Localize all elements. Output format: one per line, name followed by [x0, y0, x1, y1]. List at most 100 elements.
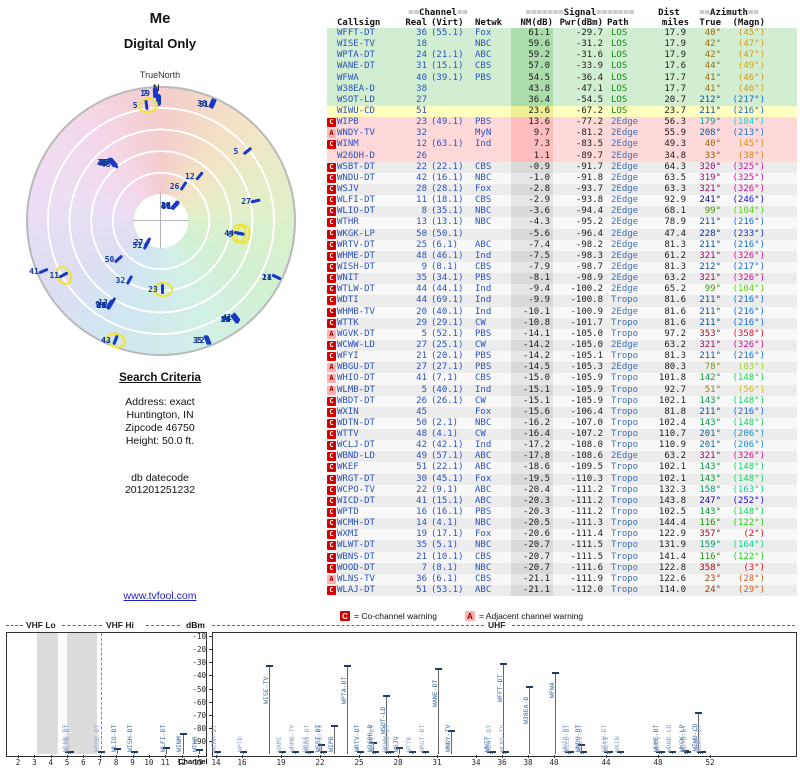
channel-warning-badge: C: [327, 452, 336, 462]
distance-miles: 63.5: [664, 172, 686, 183]
noise-margin: -10.1: [511, 306, 553, 318]
channel-virtual: (9.1): [431, 484, 459, 495]
callsign: WNIT: [337, 273, 359, 284]
noise-margin: -16.2: [511, 417, 553, 430]
power-dbm: -98.7: [575, 261, 603, 272]
callsign: WTTV: [337, 429, 359, 440]
channel-real: 24: [416, 50, 427, 61]
station-channel-label: 50: [104, 255, 115, 265]
callsign: WSOT-LD: [337, 94, 375, 105]
network: NBC: [475, 540, 492, 551]
signal-stem: [182, 733, 184, 754]
azimuth-magnetic: (164°): [732, 540, 765, 551]
station-channel-label: 41: [222, 313, 232, 323]
network: ABC: [475, 462, 492, 473]
channel-virtual: (27.1): [431, 362, 464, 373]
table-row: C WFYI 21 (20.1) PBS -14.2 -105.1 Tropo 81.3 211°…: [327, 351, 797, 363]
dbm-tick-label: -80: [192, 723, 206, 733]
azimuth-true: 211°: [699, 239, 721, 250]
channel-tick: [476, 755, 477, 758]
channel-virtual: (18.1): [431, 195, 464, 206]
channel-tick: [67, 755, 69, 758]
channel-real: 42: [416, 172, 427, 183]
table-row: A WBGU-DT 27 (27.1) PBS -14.5 -105.3 2Edge 80.3 7…: [327, 362, 797, 374]
channel-virtual: (50.1): [431, 228, 464, 239]
channel-tick: [502, 755, 503, 758]
table-group-header-row: ==Channel== =======Signal======= Dist ==…: [327, 8, 797, 18]
power-dbm: -110.3: [570, 473, 603, 484]
azimuth-true: 211°: [699, 295, 721, 306]
channel-virtual: (39.1): [431, 72, 464, 83]
channel-virtual: (42.1): [431, 440, 464, 451]
table-row: A WHIO-DT 41 (7.1) CBS -15.0 -105.9 Tropo 101.8 1…: [327, 373, 797, 385]
table-row: C WPTD 16 (16.1) PBS -20.3 -111.2 Tropo 102.5 143…: [327, 507, 797, 519]
signal-stem-cap: [669, 751, 676, 753]
signal-path: Tropo: [611, 473, 639, 484]
signal-path: Tropo: [611, 507, 639, 518]
signal-path: 2Edge: [611, 128, 639, 139]
channel-tick-label: 16: [237, 758, 247, 767]
network: ABC: [475, 495, 492, 506]
power-dbm: -105.0: [570, 328, 603, 339]
table-row: C WNDU-DT 42 (16.1) NBC -1.0 -91.8 2Edge 63.5 319…: [327, 172, 797, 185]
network: [475, 84, 511, 95]
distance-miles: 34.8: [664, 150, 686, 161]
channel-tick-label: 19: [276, 758, 286, 767]
stem-callsign-label: WBGU-DT: [382, 724, 391, 752]
signal-path: 2Edge: [611, 117, 639, 128]
stem-callsign-label: WDTN-DT: [679, 724, 688, 752]
station-marker: [160, 283, 164, 294]
stem-callsign-label: WXMI: [274, 736, 283, 752]
channel-virtual: (7.1): [431, 373, 459, 384]
co-channel-warning-icon: C: [340, 611, 350, 621]
stem-callsign-label: WBNS-DT: [302, 724, 311, 752]
noise-margin: 7.3: [511, 139, 553, 151]
noise-margin: 1.1: [511, 150, 553, 162]
table-row: C WLAJ-DT 51 (53.1) ABC -21.1 -112.0 Tropo 114.0…: [327, 585, 797, 597]
callsign: WFYI: [337, 351, 359, 362]
co-channel-warning-text: = Co-channel warning: [354, 611, 437, 621]
azimuth-magnetic: (216°): [732, 406, 765, 417]
hub-crosshair-h: [133, 220, 189, 221]
signal-stem: [451, 730, 452, 754]
channel-tick: [242, 755, 243, 758]
azimuth-magnetic: (83°): [737, 362, 765, 373]
channel-virtual: (52.1): [431, 328, 464, 339]
channel-warning-badge: [327, 40, 336, 49]
stem-callsign-label: WLAJ-DT: [694, 724, 703, 752]
table-row: C WCWW-LD 27 (25.1) CW -14.2 -105.0 2Edge 63.2 32…: [327, 339, 797, 352]
channel-tick-label: 8: [113, 758, 119, 767]
signal-path: 2Edge: [611, 228, 639, 239]
table-row: A WLMB-DT 5 (40.1) Ind -15.1 -105.9 Tropo 92.7 51…: [327, 384, 797, 396]
channel-real: 26: [416, 395, 427, 406]
polar-plot: N 36182431403827512332122622422811813502…: [26, 83, 296, 356]
channel-virtual: [429, 106, 475, 117]
noise-margin: -14.2: [511, 351, 553, 363]
callsign: WIPB: [337, 117, 359, 128]
azimuth-true: 143°: [699, 395, 721, 406]
signal-path: 2Edge: [611, 183, 639, 194]
stem-callsign-label: WLIO-DT: [109, 724, 118, 752]
channel-virtual: (10.1): [431, 551, 464, 562]
table-row: C WIPB 23 (49.1) PBS 13.6 -77.2 2Edge 56.3 179° (1…: [327, 117, 797, 129]
channel-tick-label: 12: [177, 758, 187, 767]
station-channel-label: 27: [133, 238, 144, 248]
callsign: WBDT-DT: [337, 395, 375, 406]
channel-tick-label: 5: [64, 758, 70, 767]
tvfool-link[interactable]: www.tvfool.com: [123, 590, 197, 602]
stem-callsign-label: WCPO-TV: [315, 724, 324, 752]
dbm-tick: [209, 688, 212, 690]
callsign: WBND-LD: [337, 451, 375, 462]
power-dbm: -33.9: [575, 61, 603, 72]
azimuth-magnetic: (326°): [732, 250, 765, 261]
channel-virtual: (35.1): [431, 206, 464, 217]
network: ABC: [475, 585, 492, 596]
channel-virtual: (57.1): [431, 451, 464, 462]
network: PBS: [475, 328, 492, 339]
distance-miles: 68.1: [664, 206, 686, 217]
signal-path: 2Edge: [611, 284, 639, 295]
station-channel-label: 48: [100, 159, 111, 169]
channel-warning-badge: C: [327, 241, 336, 250]
power-dbm: -111.2: [570, 507, 603, 518]
azimuth-true: 201°: [699, 429, 721, 440]
